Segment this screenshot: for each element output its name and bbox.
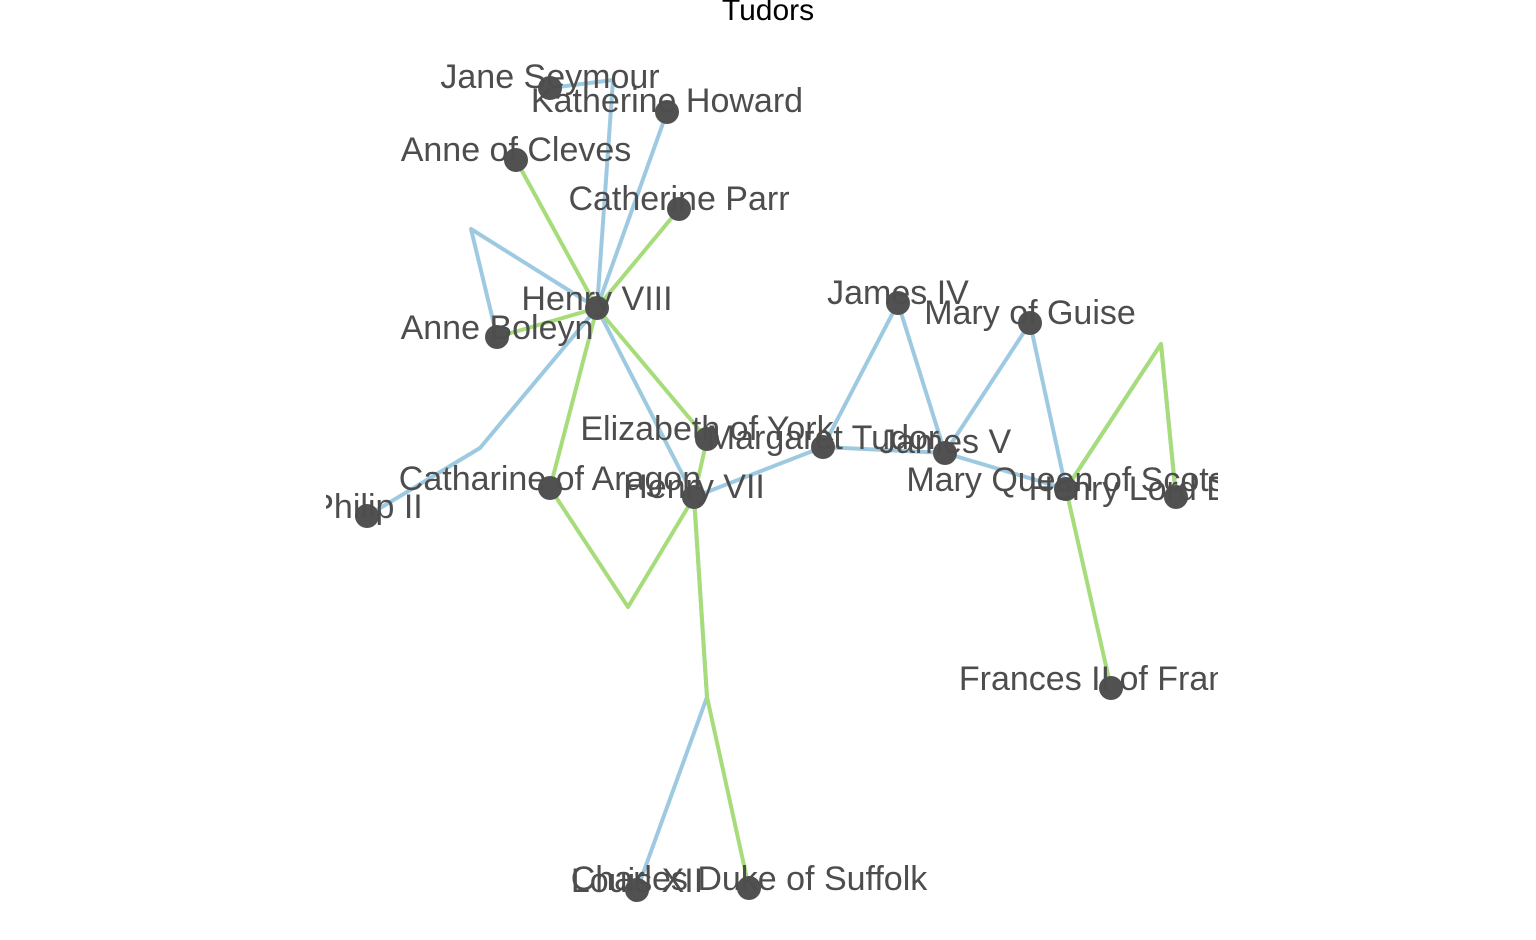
node-henry8[interactable] — [585, 296, 609, 320]
node-label-james4: James IV — [827, 274, 969, 312]
node-label-parr: Catherine Parr — [568, 180, 789, 218]
node-katherine[interactable] — [655, 100, 679, 124]
node-henry7[interactable] — [682, 485, 706, 509]
node-label-charles: Charles Duke of Suffolk — [571, 860, 929, 898]
node-label-katherine: Katherine Howard — [531, 82, 803, 120]
node-louis[interactable] — [625, 878, 649, 902]
edge-henry8-parr — [595, 207, 681, 310]
node-aragon[interactable] — [538, 476, 562, 500]
edge-henry8-boleyn — [469, 227, 599, 338]
node-label-guise: Mary of Guise — [924, 294, 1136, 332]
node-margaret[interactable] — [811, 435, 835, 459]
edge-henry8-aragon — [548, 307, 599, 489]
edge-margaret-james4 — [821, 302, 900, 448]
node-label-aragon: Catharine of Aragon — [399, 460, 701, 498]
node-philip[interactable] — [355, 504, 379, 528]
node-charles[interactable] — [737, 876, 761, 900]
edge-aragon-henry7 — [548, 486, 696, 609]
node-label-jane: Jane Seymour — [440, 58, 659, 96]
edge-james5-mqs — [944, 451, 1067, 491]
node-label-louis: Louis XII — [571, 862, 703, 900]
edge-guise-mqs — [1028, 322, 1068, 490]
node-label-henry7: Henry VII — [623, 468, 765, 506]
node-parr[interactable] — [667, 197, 691, 221]
edge-james4-james5 — [896, 302, 947, 454]
edge-henry8-henry7 — [595, 307, 696, 498]
node-mqs[interactable] — [1054, 477, 1078, 501]
node-guise[interactable] — [1018, 311, 1042, 335]
node-label-darnley: Henry Lord Darnley — [1029, 470, 1324, 508]
edge-james5-guise — [943, 321, 1032, 455]
node-james5[interactable] — [933, 441, 957, 465]
edge-henry7-margaret — [693, 445, 824, 499]
edge-layer — [365, 78, 1178, 891]
node-darnley[interactable] — [1164, 485, 1188, 509]
node-label-mqs: Mary Queen of Scots — [906, 461, 1225, 499]
node-james4[interactable] — [886, 291, 910, 315]
edge-henry8-jane — [549, 78, 615, 309]
node-label-philip: Philip II — [311, 488, 423, 526]
edge-henry8-boleyn — [496, 306, 598, 339]
edge-mqs-francis — [1064, 488, 1113, 689]
edge-henry8-eyork — [595, 306, 709, 441]
edge-henry7-charles — [692, 496, 751, 889]
node-label-henry8: Henry VIII — [521, 280, 672, 318]
node-layer — [355, 76, 1188, 902]
node-label-cleves: Anne of Cleves — [401, 131, 632, 169]
edge-mqs-darnley — [1064, 342, 1178, 498]
node-eyork[interactable] — [695, 427, 719, 451]
node-label-james5: James V — [879, 423, 1012, 461]
node-cleves[interactable] — [504, 148, 528, 172]
diagram-title: Tudors — [721, 0, 815, 27]
node-label-boleyn: Anne Boleyn — [401, 309, 594, 347]
edge-henry8-katherine — [595, 111, 669, 309]
node-jane[interactable] — [538, 76, 562, 100]
edge-margaret-james5 — [822, 445, 946, 455]
edge-henry8-cleves — [514, 159, 599, 309]
node-label-eyork: Elizabeth of York — [580, 410, 834, 448]
node-label-margaret: Margaret Tudor — [707, 419, 939, 457]
node-francis[interactable] — [1099, 676, 1123, 700]
edge-henry8-philip — [365, 306, 599, 518]
node-label-francis: Frances II of France — [959, 660, 1263, 698]
node-boleyn[interactable] — [485, 325, 509, 349]
